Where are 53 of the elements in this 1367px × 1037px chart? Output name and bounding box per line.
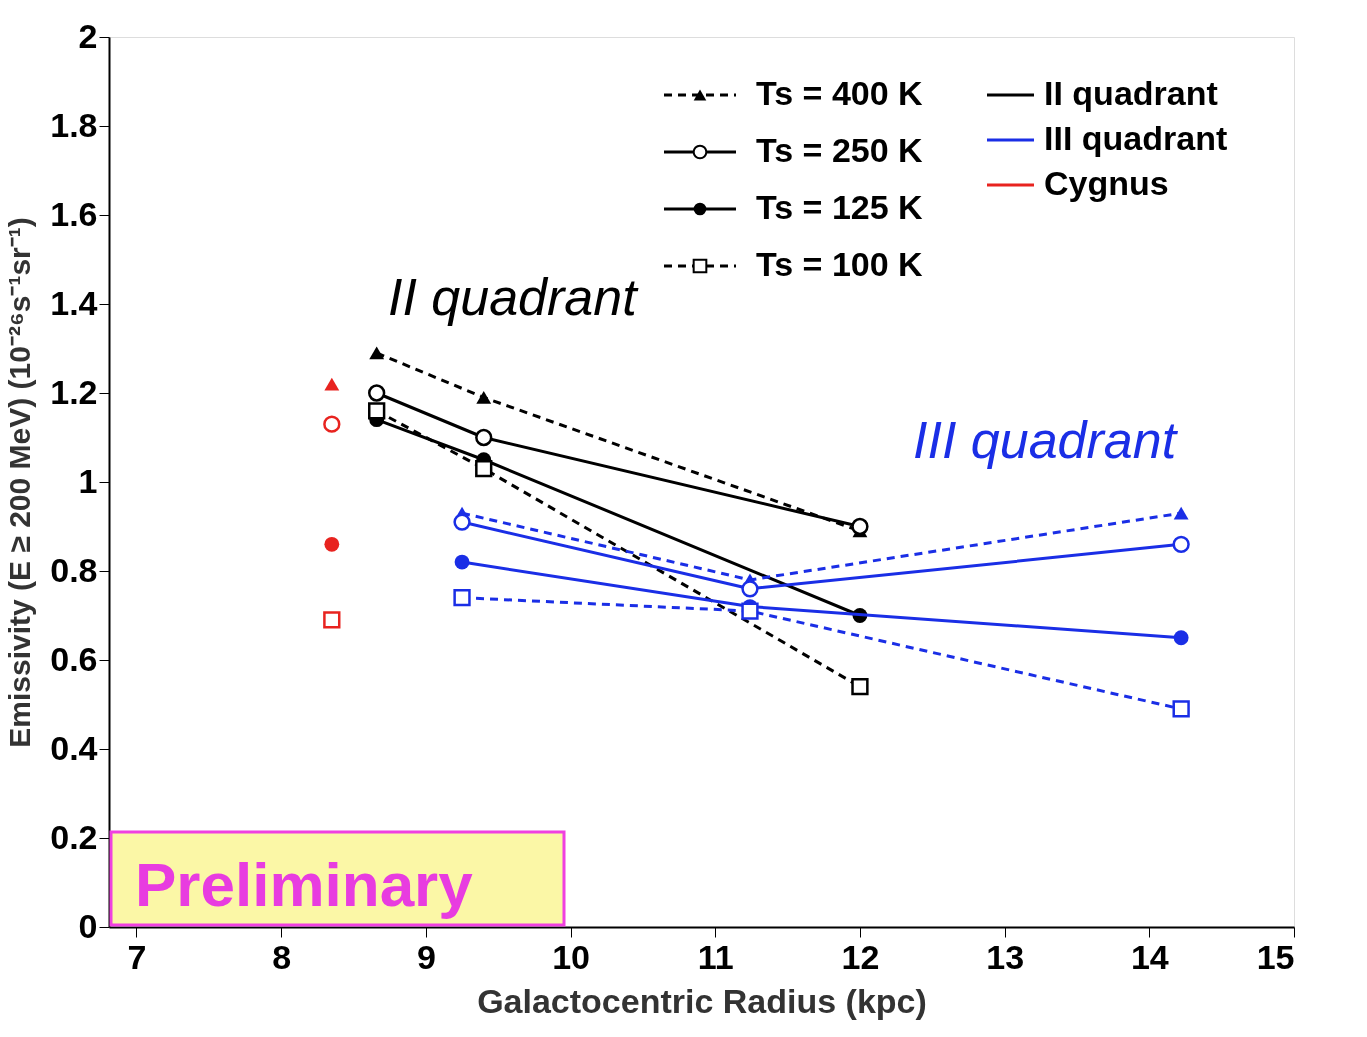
y-tick-label: 1: [78, 461, 98, 500]
y-axis-title: Emissivity (E ≥ 200 MeV) (10⁻²⁶s⁻¹sr⁻¹): [3, 217, 37, 748]
x-axis-title: Galactocentric Radius (kpc): [477, 981, 927, 1020]
x-tick-label: 11: [697, 937, 734, 976]
x-tick-label: 7: [127, 937, 147, 976]
legend-label: Ts = 400 K: [756, 74, 924, 112]
point: [323, 415, 341, 433]
annotation: II quadrant: [388, 268, 640, 326]
y-tick-label: 1.6: [50, 194, 98, 233]
point: [323, 611, 341, 629]
point: [851, 517, 869, 536]
point: [324, 377, 340, 391]
point: [369, 346, 385, 360]
point: [324, 536, 340, 552]
y-tick-label: 1.8: [50, 105, 98, 144]
x-tick-label: 8: [272, 937, 292, 976]
y-tick-label: 0.2: [50, 817, 98, 856]
annotation: Cygnus: [1044, 164, 1169, 202]
annotation: Preliminary: [135, 850, 474, 919]
x-tick-label: 9: [416, 937, 436, 976]
point: [476, 391, 492, 404]
point: [475, 428, 493, 447]
legend-label: Ts = 250 K: [756, 131, 924, 169]
point: [1172, 535, 1190, 553]
x-tick-label: 12: [841, 937, 880, 976]
y-tick-label: 0.4: [50, 728, 98, 767]
point: [1173, 630, 1189, 646]
point: [1172, 700, 1190, 718]
point: [453, 513, 471, 531]
x-tick-label: 13: [986, 937, 1025, 976]
x-tick-label: 14: [1130, 937, 1169, 976]
y-tick-label: 1.2: [50, 372, 98, 411]
y-tick-label: 2: [78, 16, 98, 55]
y-tick-label: 0.8: [50, 550, 98, 589]
legend-label: Ts = 125 K: [756, 188, 924, 226]
x-tick-label: 15: [1256, 937, 1295, 976]
x-tick-label: 10: [552, 937, 590, 976]
annotation: III quadrant: [913, 411, 1179, 469]
point: [368, 384, 386, 402]
point: [741, 602, 759, 620]
y-tick-label: 1.4: [50, 283, 98, 322]
y-tick-label: 0.6: [50, 639, 98, 678]
annotation: III quadrant: [1044, 119, 1228, 157]
point: [453, 589, 471, 607]
annotation: II quadrant: [1044, 74, 1218, 112]
point: [851, 678, 869, 696]
point: [1173, 506, 1189, 520]
point: [741, 580, 759, 598]
point: [475, 459, 493, 478]
legend-label: Ts = 100 K: [756, 245, 924, 283]
point: [454, 554, 470, 570]
point: [368, 402, 386, 420]
y-tick-label: 0: [78, 906, 98, 945]
